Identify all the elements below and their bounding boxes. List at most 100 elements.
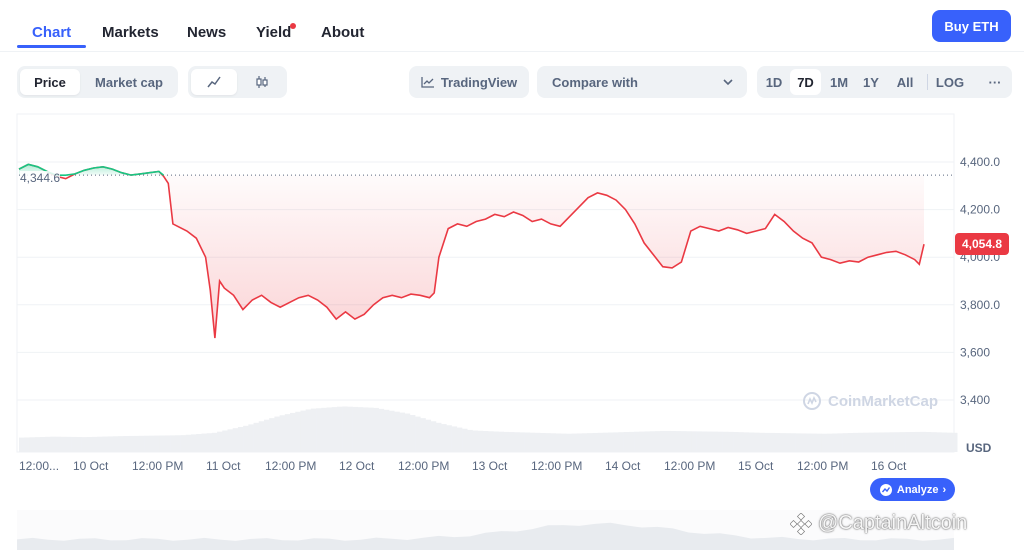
volume-bar [29, 437, 35, 452]
volume-bar [24, 437, 30, 452]
ai-chart-icon [879, 483, 892, 496]
range-1d[interactable]: 1D [765, 74, 783, 90]
volume-bar [55, 436, 61, 452]
tab-about[interactable]: About [321, 24, 365, 41]
volume-bar [701, 431, 708, 452]
volume-bar [925, 432, 932, 452]
volume-bar [206, 433, 213, 452]
tab-chart[interactable]: Chart [32, 24, 72, 41]
volume-bar [691, 431, 697, 452]
volume-bar [274, 416, 280, 452]
volume-bar [884, 432, 890, 452]
tab-markets[interactable]: Markets [102, 24, 159, 41]
volume-bar [576, 433, 583, 452]
volume-bar [826, 433, 833, 452]
volume-bar [634, 431, 640, 452]
volume-bar [237, 427, 244, 452]
x-tick-label: 12:00 PM [664, 459, 716, 473]
brand-overlay: @CaptainAltcoin [790, 512, 967, 535]
price-toggle[interactable]: Price [20, 69, 80, 95]
volume-bar [65, 436, 72, 452]
time-range-selector: 1D 7D 1M 1Y All LOG ··· [757, 66, 1012, 98]
y-tick-label: 4,200.0 [960, 203, 1000, 217]
range-7d[interactable]: 7D [790, 69, 821, 95]
volume-bar [133, 435, 140, 452]
line-chart-icon [207, 76, 221, 88]
volume-bar [529, 432, 536, 452]
candlestick-icon [256, 76, 268, 88]
volume-bar [832, 433, 838, 452]
volume-bar [733, 432, 739, 452]
volume-bar [467, 429, 473, 452]
volume-bar [613, 432, 619, 452]
tab-news[interactable]: News [187, 24, 227, 41]
volume-bar [503, 431, 510, 452]
volume-bar [91, 436, 98, 452]
watermark-text: CoinMarketCap [828, 392, 939, 410]
compare-with-select[interactable]: Compare with [537, 66, 747, 98]
volume-bars [19, 406, 958, 452]
volume-bar [164, 435, 171, 452]
volume-bar [514, 432, 520, 452]
x-tick-label: 12:00 PM [398, 459, 450, 473]
volume-bar [508, 432, 515, 452]
volume-bar [837, 433, 843, 452]
volume-bar [644, 431, 650, 452]
range-all[interactable]: All [896, 74, 914, 90]
more-options-button[interactable]: ··· [988, 74, 1002, 90]
volume-bar [680, 431, 687, 452]
chevron-down-icon [723, 79, 733, 86]
log-scale-toggle[interactable]: LOG [935, 74, 965, 90]
volume-bar [378, 408, 385, 452]
volume-bar [811, 433, 817, 452]
line-chart-button[interactable] [191, 69, 237, 95]
volume-bar [545, 433, 551, 452]
volume-bar [863, 432, 869, 452]
buy-eth-button[interactable]: Buy ETH [932, 10, 1011, 42]
volume-bar [180, 435, 187, 452]
volume-bar [50, 436, 56, 452]
x-tick-label: 12:00... [19, 459, 60, 473]
volume-bar [373, 407, 379, 452]
volume-bar [686, 431, 692, 452]
y-tick-label: 3,400 [960, 393, 990, 407]
volume-bar [806, 433, 812, 452]
analyze-button[interactable]: Analyze › [870, 478, 955, 501]
candlestick-button[interactable] [240, 69, 284, 95]
volume-bar [759, 432, 765, 452]
volume-bar [415, 416, 421, 452]
volume-bar [868, 432, 875, 452]
volume-bar [592, 432, 598, 452]
volume-bar [107, 436, 114, 452]
tradingview-button[interactable]: TradingView [409, 66, 529, 98]
volume-bar [858, 432, 864, 452]
volume-bar [675, 431, 682, 452]
x-tick-label: 10 Oct [73, 459, 109, 473]
volume-bar [498, 431, 505, 452]
coinmarketcap-watermark: CoinMarketCap [802, 391, 938, 411]
volume-bar [665, 430, 671, 452]
volume-bar [915, 431, 921, 452]
volume-bar [696, 431, 703, 452]
volume-bar [76, 437, 82, 452]
volume-bar [602, 432, 609, 452]
volume-bar [790, 433, 796, 452]
x-tick-label: 12:00 PM [531, 459, 583, 473]
tab-yield[interactable]: Yield [256, 24, 292, 41]
volume-bar [519, 432, 525, 452]
volume-bar [290, 412, 296, 452]
volume-bar [936, 432, 942, 452]
volume-bar [144, 435, 150, 452]
volume-bar [910, 431, 916, 452]
range-1m[interactable]: 1M [829, 74, 849, 90]
market-cap-toggle[interactable]: Market cap [95, 74, 163, 90]
volume-bar [357, 407, 364, 452]
volume-bar [451, 426, 458, 452]
volume-bar [753, 432, 760, 452]
range-1y[interactable]: 1Y [863, 74, 879, 90]
volume-bar [905, 432, 911, 452]
volume-bar [707, 431, 713, 452]
volume-bar [39, 436, 46, 452]
price-line-above-baseline [18, 163, 165, 176]
